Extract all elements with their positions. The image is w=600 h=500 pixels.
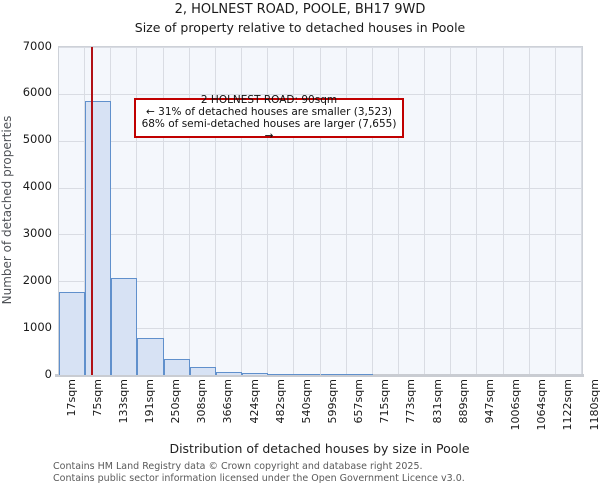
- y-tick-label: 6000: [22, 85, 52, 100]
- histogram-bar: [111, 278, 138, 375]
- x-gridline: [214, 47, 216, 375]
- histogram-bar: [189, 366, 216, 375]
- x-tick-label: 191sqm: [142, 379, 156, 424]
- x-axis-label: Distribution of detached houses by size …: [169, 441, 470, 456]
- x-gridline: [371, 47, 373, 375]
- y-gridline: [59, 140, 582, 142]
- x-gridline: [476, 47, 478, 375]
- histogram-bar: [346, 374, 373, 375]
- x-gridline: [188, 47, 190, 375]
- y-tick-label: 2000: [22, 272, 52, 287]
- x-gridline: [581, 47, 582, 375]
- x-tick-label: 1064sqm: [535, 379, 549, 431]
- plot-area: 2 HOLNEST ROAD: 90sqm ← 31% of detached …: [58, 46, 583, 376]
- x-tick-label: 1122sqm: [561, 379, 575, 431]
- annotation-line-smaller: ← 31% of detached houses are smaller (3,…: [146, 105, 392, 118]
- x-gridline: [397, 47, 399, 375]
- y-gridline: [59, 47, 582, 48]
- x-tick-label: 773sqm: [404, 379, 418, 424]
- x-gridline: [528, 47, 530, 375]
- y-tick-label: 0: [44, 366, 52, 381]
- x-tick-label: 657sqm: [352, 379, 366, 424]
- x-tick-label: 424sqm: [247, 379, 261, 424]
- x-tick-label: 308sqm: [195, 379, 209, 424]
- y-tick-label: 5000: [22, 132, 52, 147]
- x-tick-label: 831sqm: [430, 379, 444, 424]
- x-tick-label: 1006sqm: [509, 379, 523, 431]
- histogram-bar: [163, 359, 190, 375]
- histogram-bar: [320, 374, 347, 375]
- x-tick-label: 366sqm: [221, 379, 235, 424]
- x-tick-label: 133sqm: [116, 379, 130, 424]
- attribution-footer: Contains HM Land Registry data © Crown c…: [53, 461, 593, 484]
- x-tick-label: 250sqm: [169, 379, 183, 424]
- x-tick-label: 75sqm: [90, 379, 104, 417]
- y-gridline: [59, 93, 582, 95]
- x-gridline: [502, 47, 504, 375]
- y-tick-label: 3000: [22, 225, 52, 240]
- x-gridline: [293, 47, 295, 375]
- histogram-bar: [242, 372, 269, 375]
- x-gridline: [424, 47, 426, 375]
- y-gridline: [59, 281, 582, 283]
- x-gridline: [162, 47, 164, 375]
- chart-subtitle: Size of property relative to detached ho…: [134, 20, 466, 35]
- x-gridline: [450, 47, 452, 375]
- x-gridline: [345, 47, 347, 375]
- histogram-bar: [268, 373, 295, 375]
- x-axis-line: [55, 374, 584, 377]
- property-size-marker-line: [90, 47, 93, 375]
- y-gridline: [59, 328, 582, 330]
- histogram-bar: [137, 338, 164, 375]
- y-tick-label: 7000: [22, 38, 52, 53]
- annotation-line-larger: 68% of semi-detached houses are larger (…: [141, 118, 397, 143]
- x-tick-label: 482sqm: [273, 379, 287, 424]
- x-gridline: [267, 47, 269, 375]
- y-tick-label: 4000: [22, 179, 52, 194]
- x-gridline: [554, 47, 556, 375]
- x-tick-label: 889sqm: [456, 379, 470, 424]
- y-gridline: [59, 187, 582, 189]
- histogram-bar: [85, 101, 112, 375]
- footer-line-1: Contains HM Land Registry data © Crown c…: [53, 461, 423, 472]
- annotation-line-address: 2 HOLNEST ROAD: 90sqm: [200, 93, 338, 106]
- x-tick-label: 599sqm: [326, 379, 339, 424]
- marker-annotation-box: 2 HOLNEST ROAD: 90sqm ← 31% of detached …: [134, 94, 404, 142]
- x-gridline: [241, 47, 243, 375]
- histogram-bar: [59, 292, 86, 375]
- x-gridline: [84, 47, 86, 375]
- histogram-bar: [215, 371, 243, 375]
- y-gridline: [59, 234, 582, 236]
- x-gridline: [136, 47, 138, 375]
- histogram-bar: [294, 374, 321, 375]
- x-tick-label: 1180sqm: [587, 379, 600, 431]
- x-tick-label: 540sqm: [299, 379, 313, 424]
- footer-line-2: Contains public sector information licen…: [53, 472, 465, 484]
- y-tick-label: 1000: [22, 319, 52, 334]
- x-tick-label: 947sqm: [482, 379, 496, 424]
- x-tick-label: 715sqm: [378, 379, 392, 424]
- x-gridline: [319, 47, 321, 375]
- chart-title: 2, HOLNEST ROAD, POOLE, BH17 9WD: [174, 2, 426, 17]
- x-tick-label: 17sqm: [64, 379, 78, 417]
